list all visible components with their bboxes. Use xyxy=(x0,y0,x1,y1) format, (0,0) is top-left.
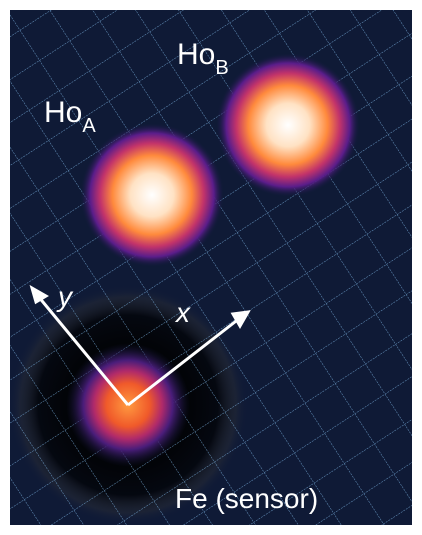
label-text: Ho xyxy=(44,96,82,129)
label-subscript: B xyxy=(215,57,228,79)
x-axis-label: x xyxy=(174,297,191,328)
ho-b-atom xyxy=(216,53,360,197)
label-subscript: A xyxy=(82,115,96,137)
y-axis-label: y xyxy=(56,281,74,312)
lattice-grid xyxy=(10,10,412,525)
image xyxy=(8,10,412,525)
label-text: Ho xyxy=(177,38,215,71)
fe-label: Fe (sensor) xyxy=(175,483,318,514)
page: HoA HoB y x Fe (sensor) (() => { const d… xyxy=(0,0,422,535)
ho-a-atom xyxy=(80,123,224,267)
figure: HoA HoB y x Fe (sensor) xyxy=(0,0,422,535)
